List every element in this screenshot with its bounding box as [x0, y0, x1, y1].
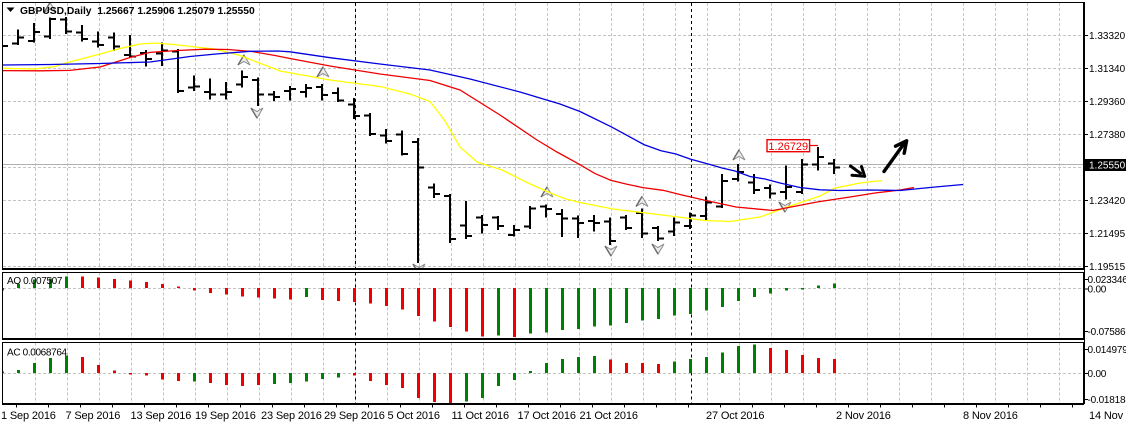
svg-text:AC 0.0068764: AC 0.0068764	[7, 348, 68, 359]
svg-text:2 Nov 2016: 2 Nov 2016	[836, 410, 891, 422]
svg-text:1.19515: 1.19515	[1089, 262, 1126, 273]
svg-text:1.26729: 1.26729	[768, 141, 808, 153]
svg-text:1.23420: 1.23420	[1089, 196, 1126, 207]
svg-text:29 Sep 2016: 29 Sep 2016	[324, 410, 385, 422]
svg-text:AO 0.007507: AO 0.007507	[7, 276, 63, 287]
svg-text:11 Oct 2016: 11 Oct 2016	[452, 410, 509, 422]
svg-text:23 Sep 2016: 23 Sep 2016	[261, 410, 322, 422]
svg-text:0.00: 0.00	[1088, 369, 1107, 380]
svg-text:17 Oct 2016: 17 Oct 2016	[518, 410, 576, 422]
svg-text:0.00: 0.00	[1088, 285, 1107, 296]
svg-text:14 Nov 2016: 14 Nov 2016	[1089, 410, 1126, 422]
svg-text:21 Oct 2016: 21 Oct 2016	[580, 410, 638, 422]
svg-text:GBPUSD,Daily 1.25667 1.25906: GBPUSD,Daily 1.25667 1.25906 1.25079 1.2…	[20, 6, 255, 17]
svg-text:5 Oct 2016: 5 Oct 2016	[388, 410, 440, 422]
svg-text:1.27380: 1.27380	[1089, 130, 1126, 141]
svg-text:27 Oct 2016: 27 Oct 2016	[706, 410, 764, 422]
svg-text:1.25550: 1.25550	[1089, 161, 1126, 172]
svg-text:19 Sep 2016: 19 Sep 2016	[195, 410, 256, 422]
svg-text:1.33320: 1.33320	[1089, 31, 1126, 42]
svg-text:8 Nov 2016: 8 Nov 2016	[963, 410, 1018, 422]
svg-text:13 Sep 2016: 13 Sep 2016	[131, 410, 192, 422]
svg-text:0.014979: 0.014979	[1088, 345, 1126, 356]
svg-text:1.21495: 1.21495	[1089, 229, 1126, 240]
svg-text:1.31340: 1.31340	[1089, 64, 1126, 75]
svg-text:-0.075867: -0.075867	[1088, 327, 1126, 338]
svg-text:1 Sep 2016: 1 Sep 2016	[1, 410, 56, 422]
svg-text:7 Sep 2016: 7 Sep 2016	[66, 410, 121, 422]
svg-text:1.29360: 1.29360	[1089, 97, 1126, 108]
svg-text:-0.018188: -0.018188	[1088, 395, 1126, 406]
